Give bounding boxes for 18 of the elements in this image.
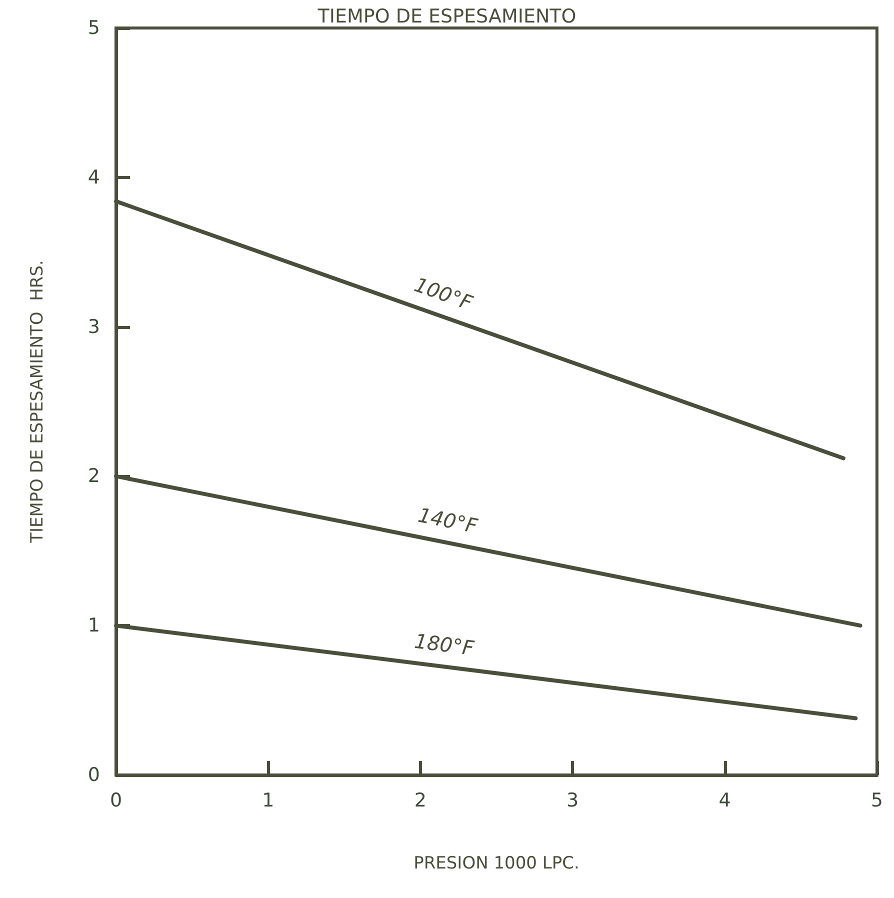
y-axis-title: TIEMPO DE ESPESAMIENTO HRS. — [28, 260, 48, 544]
y-tick-label: 4 — [88, 166, 100, 188]
y-tick-label: 5 — [88, 17, 100, 39]
x-tick-label: 2 — [414, 790, 426, 812]
text: 180°F — [413, 628, 476, 660]
x-tick-label: 4 — [718, 790, 731, 812]
text: 100°F — [411, 272, 476, 316]
text: 140°F — [416, 502, 480, 538]
x-tick-label: 1 — [262, 790, 274, 812]
chart-title: TIEMPO DE ESPESAMIENTO — [316, 6, 576, 28]
y-tick-label: 2 — [88, 465, 100, 488]
y-tick-label: 1 — [88, 614, 100, 637]
x-axis-title: PRESION 1000 LPC. — [414, 854, 580, 874]
x-tick-label: 3 — [566, 790, 579, 812]
x-tick-label: 5 — [870, 790, 884, 812]
x-tick-label: 0 — [110, 790, 122, 812]
y-tick-label: 3 — [88, 316, 100, 338]
y-tick-label: 0 — [88, 764, 100, 786]
